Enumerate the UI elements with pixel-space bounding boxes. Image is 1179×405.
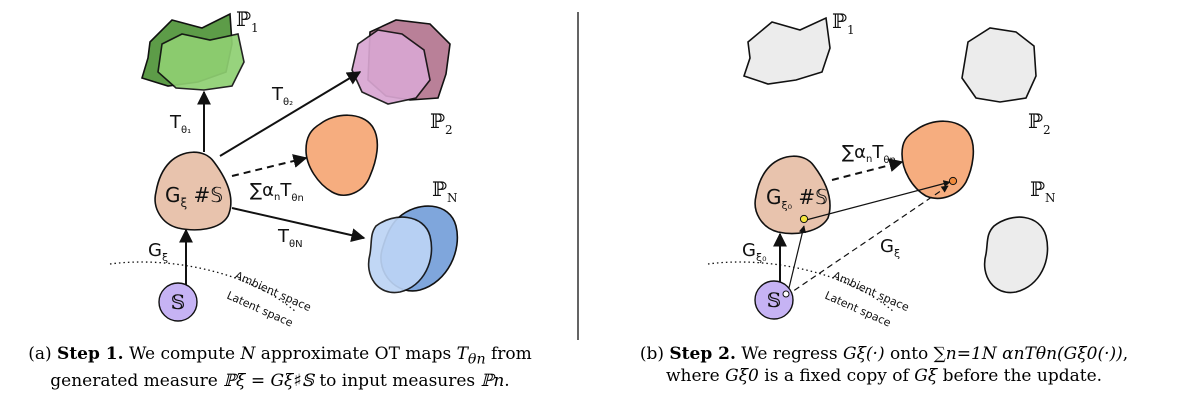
caption-a-text2: approximate OT maps bbox=[255, 344, 457, 364]
p1-label: ℙ1 bbox=[236, 7, 259, 35]
caption-b-g2: Gξ bbox=[914, 366, 938, 386]
p2-gray-blob bbox=[961, 27, 1037, 103]
caption-a-text1: We compute bbox=[123, 344, 241, 364]
caption-a-pxi: ℙξ = Gξ♯𝕊 bbox=[223, 371, 314, 392]
arrow-point-to-target bbox=[805, 180, 951, 221]
point-latent bbox=[782, 290, 790, 298]
arrow-t2 bbox=[219, 71, 362, 157]
caption-b-text2: onto bbox=[884, 344, 934, 364]
caption-b-sum: ∑n=1N αnTθn(Gξ0(·)) bbox=[933, 344, 1123, 364]
caption-b: (b) Step 2. We regress Gξ(·) onto ∑n=1N … bbox=[624, 343, 1144, 387]
arrow-latent-to-point bbox=[787, 225, 806, 293]
caption-a-text3: from generated measure bbox=[50, 344, 532, 392]
caption-b-g: Gξ(·) bbox=[842, 344, 885, 364]
caption-b-prefix: (b) bbox=[639, 344, 670, 364]
gxi-label-b: Gξ bbox=[880, 236, 900, 260]
t2-label: Tθ₂ bbox=[271, 84, 293, 108]
generated-blob-b bbox=[754, 155, 831, 235]
generated-label-b: Gξ₀ #𝕊 bbox=[766, 185, 828, 212]
sum-label-b: ∑αnTθn bbox=[842, 142, 896, 166]
pn-front-blob bbox=[367, 216, 433, 294]
point-yellow bbox=[799, 214, 809, 224]
caption-a-prefix: (a) bbox=[28, 344, 58, 364]
arrow-sum-b bbox=[831, 158, 904, 181]
caption-b-g0: Gξ0 bbox=[725, 366, 759, 386]
caption-b-text4: is a fixed copy of bbox=[758, 366, 915, 386]
target-blob-b bbox=[901, 120, 975, 200]
panel-a: ℙ1 ℙ2 ℙN Gξ #𝕊 Tθ₁ Tθ₂ ∑αnTθn TθN Gξ Amb… bbox=[109, 7, 459, 330]
p2-label-b: ℙ2 bbox=[1028, 109, 1051, 137]
target-blob bbox=[305, 114, 379, 196]
generated-blob bbox=[154, 151, 232, 231]
t1-label: Tθ₁ bbox=[169, 112, 191, 136]
sum-label: ∑αnTθn bbox=[250, 180, 304, 204]
caption-a-step: Step 1. bbox=[57, 344, 124, 364]
point-orange bbox=[948, 176, 958, 186]
pn-gray-blob bbox=[983, 216, 1049, 294]
arrow-sum bbox=[231, 154, 308, 177]
caption-b-text3: , where bbox=[665, 344, 1129, 386]
ambient-boundary bbox=[109, 261, 297, 313]
tn-label: TθN bbox=[277, 226, 303, 250]
arrow-tn bbox=[231, 207, 366, 243]
latent-circle-b bbox=[754, 280, 794, 320]
diagram-canvas: ℙ1 ℙ2 ℙN Gξ #𝕊 Tθ₁ Tθ₂ ∑αnTθn TθN Gξ Amb… bbox=[109, 7, 1056, 340]
caption-a: (a) Step 1. We compute N approximate OT … bbox=[20, 343, 540, 392]
caption-a-pn: ℙn bbox=[480, 371, 505, 392]
caption-b-text5: before the update. bbox=[937, 366, 1103, 386]
latent-label-b: 𝕊 bbox=[767, 288, 781, 312]
caption-a-tmap: Tθn bbox=[456, 344, 486, 368]
caption-a-n: N bbox=[240, 344, 256, 364]
arrow-gxi-dashed bbox=[785, 185, 949, 297]
gxi0-label-b: Gξ₀ bbox=[742, 240, 767, 264]
p1-front-blob bbox=[157, 33, 245, 91]
generated-label: Gξ #𝕊 bbox=[165, 183, 223, 210]
caption-a-text5: . bbox=[504, 371, 510, 392]
pn-label-b: ℙN bbox=[1030, 177, 1056, 205]
latent-label: 𝕊 bbox=[171, 290, 185, 314]
pn-label: ℙN bbox=[432, 177, 458, 205]
caption-a-text4: to input measures bbox=[313, 371, 481, 392]
gxi-label: Gξ bbox=[148, 240, 168, 264]
p1-label-b: ℙ1 bbox=[832, 9, 855, 37]
p1-gray-blob bbox=[742, 16, 831, 85]
caption-b-text1: We regress bbox=[735, 344, 843, 364]
latent-circle bbox=[158, 282, 198, 322]
panel-b: ℙ1 ℙ2 ℙN Gξ₀ #𝕊 ∑αnTθn Gξ₀ Gξ Ambient sp… bbox=[707, 9, 1056, 330]
p2-label: ℙ2 bbox=[430, 109, 453, 137]
caption-b-step: Step 2. bbox=[669, 344, 736, 364]
ambient-boundary-b bbox=[707, 261, 895, 313]
